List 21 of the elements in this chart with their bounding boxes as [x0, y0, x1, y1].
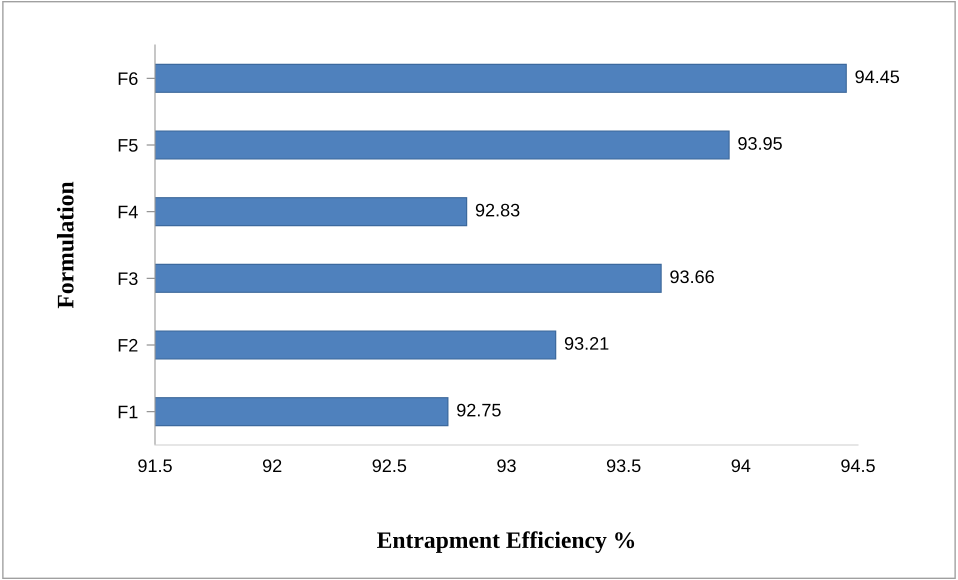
x-tick-label: 92.5 [372, 459, 406, 472]
y-tick-label: F5 [118, 139, 138, 152]
x-tick-label: 94 [732, 459, 750, 472]
x-tick-label: 92 [262, 459, 282, 472]
data-label: 93.95 [738, 137, 782, 150]
x-axis-title: Entrapment Efficiency % [377, 531, 634, 553]
y-tick-label: F2 [118, 338, 138, 352]
data-label: 93.66 [670, 270, 714, 284]
y-tick-label: F6 [118, 72, 138, 86]
data-label: 92.83 [476, 204, 520, 217]
x-tick-label: 93 [497, 459, 516, 472]
y-tick-label: F4 [118, 206, 138, 218]
data-label: 94.45 [855, 70, 900, 84]
x-tick-label: 93.5 [606, 459, 640, 472]
y-tick-label: F3 [118, 272, 138, 286]
y-tick-label: F1 [118, 406, 138, 418]
data-label: 93.21 [564, 337, 608, 350]
x-tick-label: 91.5 [138, 459, 172, 472]
data-label: 92.75 [457, 404, 501, 417]
y-axis-title: Formulation [56, 182, 74, 308]
x-tick-label: 94.5 [841, 459, 875, 472]
